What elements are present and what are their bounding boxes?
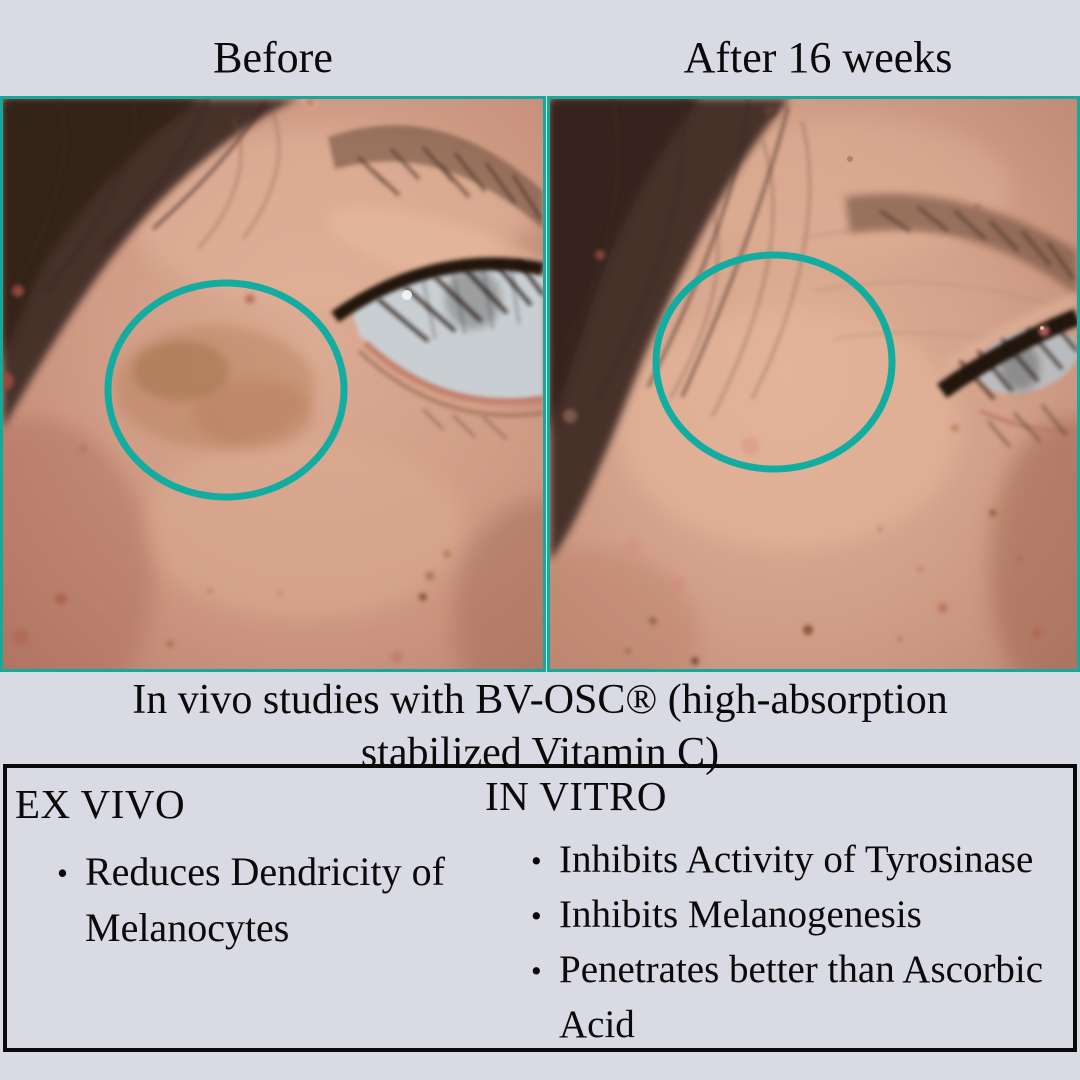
in-vitro-list: Inhibits Activity of Tyrosinase Inhibits… (485, 832, 1079, 1052)
before-photo (0, 96, 546, 672)
ex-vivo-column: EX VIVO Reduces Dendricity of Melanocyte… (15, 780, 501, 956)
caption-line-2: stabilized Vitamin C) (360, 730, 720, 776)
list-item: Reduces Dendricity of Melanocytes (15, 844, 501, 956)
study-caption: In vivo studies with BV-OSC® (high-absor… (0, 674, 1080, 780)
pigment-spot (115, 325, 315, 449)
eyebrow (845, 193, 1077, 295)
before-photo-illustration (3, 99, 543, 669)
in-vitro-column: IN VITRO Inhibits Activity of Tyrosinase… (485, 772, 1079, 1052)
skin-blemishes (3, 99, 451, 663)
list-item: Penetrates better than Ascorbic Acid (485, 942, 1079, 1052)
eye (937, 293, 1077, 448)
ex-vivo-list: Reduces Dendricity of Melanocytes (15, 844, 501, 956)
eyebrow (328, 125, 543, 229)
before-label: Before (213, 33, 333, 82)
caption-line-1: In vivo studies with BV-OSC® (high-absor… (132, 677, 948, 723)
after-label: After 16 weeks (683, 33, 953, 82)
mole (764, 105, 776, 117)
list-item: Inhibits Melanogenesis (485, 887, 1079, 944)
skin-blemishes (563, 204, 1042, 665)
ex-vivo-title: EX VIVO (15, 781, 186, 827)
highlight-circle-after (652, 251, 896, 473)
in-vitro-title: IN VITRO (485, 773, 668, 819)
after-photo (547, 96, 1080, 672)
eye (331, 257, 543, 440)
after-photo-illustration (550, 99, 1077, 669)
list-item: Inhibits Activity of Tyrosinase (485, 832, 1079, 889)
highlight-circle-before (104, 279, 348, 501)
results-box: EX VIVO Reduces Dendricity of Melanocyte… (3, 764, 1077, 1052)
